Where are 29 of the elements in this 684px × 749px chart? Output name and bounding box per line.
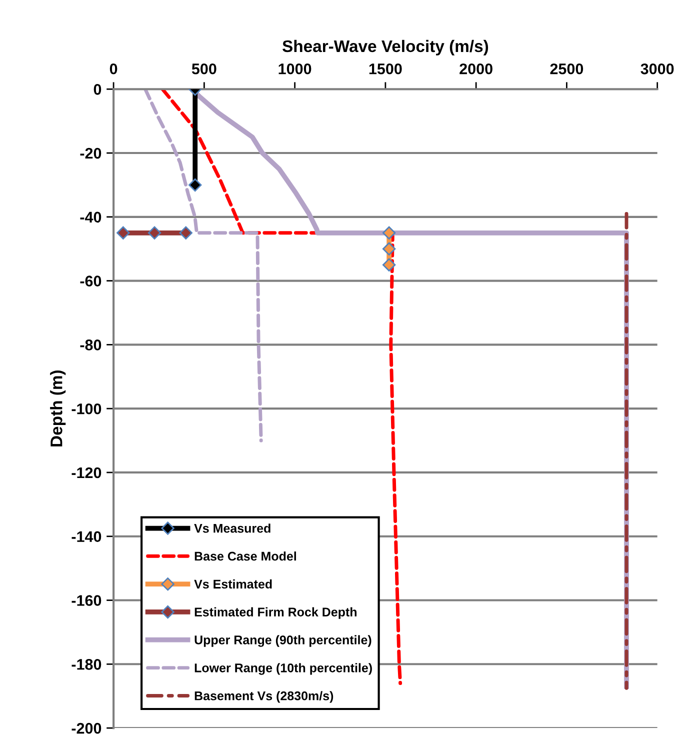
legend-label: Lower Range (10th percentile) — [194, 663, 372, 675]
legend-label: Base Case Model — [194, 551, 296, 561]
y-tick-label: -200 — [72, 722, 102, 734]
x-tick-label: 0 — [110, 63, 118, 74]
x-tick-label: 2000 — [460, 63, 492, 74]
legend-label: Estimated Firm Rock Depth — [194, 607, 356, 619]
y-axis-title: Depth (m) — [50, 370, 66, 446]
y-tick-label: -80 — [80, 340, 102, 350]
y-tick-label: 0 — [94, 84, 102, 95]
y-tick-label: -160 — [72, 595, 102, 606]
x-axis-title: Shear-Wave Velocity (m/s) — [282, 40, 488, 56]
y-tick-label: -140 — [72, 531, 102, 542]
legend-label: Vs Estimated — [194, 579, 272, 589]
legend-label: Upper Range (90th percentile) — [194, 635, 372, 647]
x-tick-label: 500 — [192, 63, 216, 74]
line-series — [144, 89, 263, 442]
y-tick-label: -20 — [80, 148, 102, 159]
y-tick-label: -40 — [80, 212, 102, 223]
y-tick-label: -180 — [72, 659, 102, 670]
x-tick-label: 2500 — [550, 63, 584, 74]
x-tick-label: 3000 — [640, 63, 674, 74]
y-tick-label: -120 — [72, 467, 102, 478]
x-tick-label: 1500 — [369, 63, 402, 74]
y-tick-label: -100 — [72, 403, 102, 414]
y-tick-label: -60 — [80, 276, 102, 286]
legend-label: Basement Vs (2830m/s) — [194, 691, 334, 703]
x-tick-label: 1000 — [278, 63, 312, 74]
legend-label: Vs Measured — [194, 524, 270, 533]
line-series — [160, 89, 402, 686]
